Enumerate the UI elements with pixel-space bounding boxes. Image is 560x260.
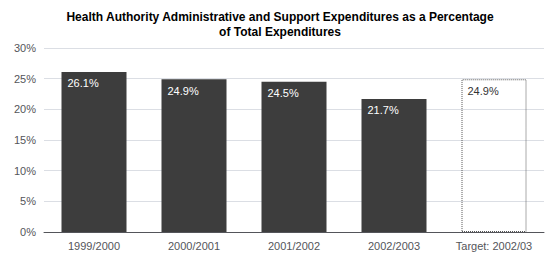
svg-text:Target: 2002/03: Target: 2002/03: [456, 240, 532, 252]
svg-text:24.9%: 24.9%: [168, 85, 199, 97]
svg-text:1999/2000: 1999/2000: [68, 240, 120, 252]
svg-text:20%: 20%: [14, 103, 36, 115]
svg-text:10%: 10%: [14, 165, 36, 177]
svg-text:5%: 5%: [20, 195, 36, 207]
svg-text:26.1%: 26.1%: [68, 77, 99, 89]
svg-text:Health Authority Administrativ: Health Authority Administrative and Supp…: [66, 10, 494, 24]
svg-text:21.7%: 21.7%: [368, 104, 399, 116]
svg-text:2002/2003: 2002/2003: [368, 240, 420, 252]
svg-text:30%: 30%: [14, 42, 36, 54]
svg-text:15%: 15%: [14, 134, 36, 146]
svg-text:2001/2002: 2001/2002: [268, 240, 320, 252]
svg-text:of Total Expenditures: of Total Expenditures: [219, 25, 341, 39]
svg-text:24.5%: 24.5%: [268, 87, 299, 99]
svg-text:2000/2001: 2000/2001: [168, 240, 220, 252]
svg-text:0%: 0%: [20, 226, 36, 238]
svg-text:25%: 25%: [14, 73, 36, 85]
svg-text:24.9%: 24.9%: [468, 85, 499, 97]
